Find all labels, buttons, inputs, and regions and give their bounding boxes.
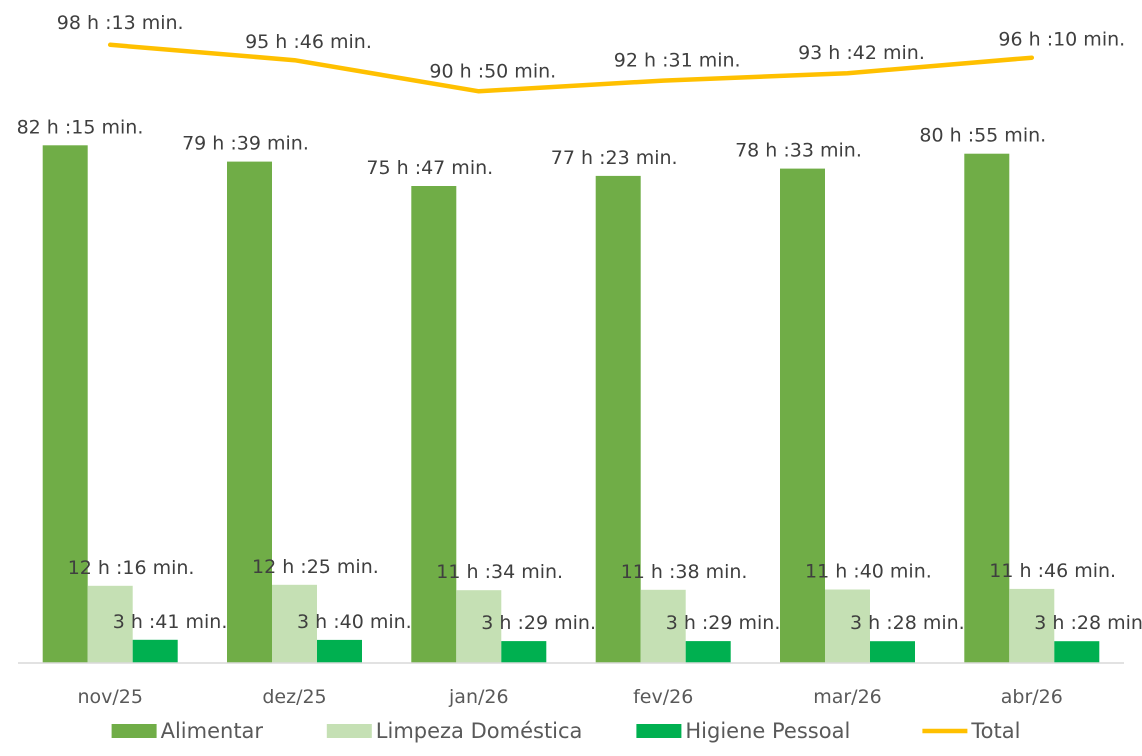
- data-label-total-nov-25: 98 h :13 min.: [57, 12, 184, 34]
- total-line-layer: [107, 42, 1035, 94]
- legend-label-total: Total: [970, 719, 1020, 743]
- x-tick-jan-26: jan/26: [448, 686, 509, 708]
- line-total: [107, 42, 1035, 94]
- data-label-limpeza-domestica-fev-26: 11 h :38 min.: [621, 561, 748, 583]
- data-label-limpeza-domestica-jan-26: 11 h :34 min.: [436, 561, 563, 583]
- bar-alimentar-jan-26: [411, 186, 457, 663]
- bar-higiene-pessoal-dez-25: [317, 639, 362, 663]
- x-tick-fev-26: fev/26: [633, 686, 693, 708]
- bar-limpeza-domestica-abr-26: [1009, 588, 1055, 663]
- data-label-alimentar-nov-25: 82 h :15 min.: [17, 116, 144, 138]
- bar-limpeza-domestica-jan-26: [456, 590, 502, 663]
- bar-alimentar-fev-26: [595, 175, 641, 663]
- data-label-alimentar-jan-26: 75 h :47 min.: [366, 157, 493, 179]
- legend-item-alimentar: Alimentar: [111, 719, 264, 743]
- data-label-higiene-pessoal-dez-25: 3 h :40 min.: [297, 611, 412, 633]
- legend-item-limpeza-domestica: Limpeza Doméstica: [326, 719, 583, 743]
- data-label-limpeza-domestica-mar-26: 11 h :40 min.: [805, 561, 932, 583]
- bar-limpeza-domestica-mar-26: [825, 589, 870, 663]
- data-labels-layer: 82 h :15 min. 79 h :39 min. 75 h :47 min. 7…: [17, 12, 1142, 634]
- bar-higiene-pessoal-mar-26: [870, 641, 915, 663]
- data-label-higiene-pessoal-mar-26: 3 h :28 min.: [850, 612, 965, 634]
- bar-limpeza-domestica-nov-25: [87, 585, 133, 663]
- data-label-higiene-pessoal-jan-26: 3 h :29 min.: [481, 612, 596, 634]
- data-label-total-dez-25: 95 h :46 min.: [245, 31, 372, 53]
- bar-higiene-pessoal-nov-25: [132, 639, 178, 663]
- legend-swatch-alimentar: [111, 724, 157, 738]
- x-tick-labels: nov/25 dez/25 jan/26 fev/26 mar/26 abr/26: [77, 686, 1062, 708]
- x-tick-abr-26: abr/26: [1001, 686, 1063, 708]
- data-label-higiene-pessoal-nov-25: 3 h :41 min.: [113, 611, 228, 633]
- data-label-limpeza-domestica-dez-25: 12 h :25 min.: [252, 556, 379, 578]
- x-tick-mar-26: mar/26: [813, 686, 882, 708]
- legend: Alimentar Limpeza Doméstica Higiene Pessoa…: [111, 719, 1020, 743]
- legend-item-higiene-pessoal: Higiene Pessoal: [636, 719, 850, 743]
- bar-limpeza-domestica-fev-26: [640, 589, 686, 663]
- legend-label-limpeza-domestica: Limpeza Doméstica: [376, 719, 583, 743]
- legend-item-total: Total: [922, 719, 1020, 743]
- legend-swatch-higiene-pessoal: [636, 724, 682, 738]
- bar-higiene-pessoal-jan-26: [501, 641, 547, 663]
- data-label-total-jan-26: 90 h :50 min.: [429, 60, 556, 82]
- data-label-total-fev-26: 92 h :31 min.: [614, 50, 741, 72]
- x-tick-nov-25: nov/25: [77, 686, 143, 708]
- bar-limpeza-domestica-dez-25: [272, 584, 317, 663]
- data-label-alimentar-dez-25: 79 h :39 min.: [182, 133, 309, 155]
- data-label-alimentar-mar-26: 78 h :33 min.: [735, 140, 862, 162]
- bar-alimentar-mar-26: [780, 168, 825, 663]
- legend-swatch-limpeza-domestica: [326, 724, 372, 738]
- data-label-higiene-pessoal-abr-26: 3 h :28 min.: [1034, 612, 1142, 634]
- bar-higiene-pessoal-fev-26: [685, 641, 731, 663]
- bars-layer: [42, 145, 1100, 664]
- legend-label-alimentar: Alimentar: [161, 719, 264, 743]
- legend-label-higiene-pessoal: Higiene Pessoal: [685, 719, 850, 743]
- data-label-total-abr-26: 96 h :10 min.: [998, 29, 1125, 51]
- bar-alimentar-dez-25: [227, 161, 272, 663]
- data-label-limpeza-domestica-abr-26: 11 h :46 min.: [989, 560, 1116, 582]
- bar-alimentar-nov-25: [42, 145, 88, 664]
- x-tick-dez-25: dez/25: [262, 686, 326, 708]
- data-label-alimentar-fev-26: 77 h :23 min.: [551, 147, 678, 169]
- data-label-higiene-pessoal-fev-26: 3 h :29 min.: [666, 612, 781, 634]
- data-label-total-mar-26: 93 h :42 min.: [798, 42, 925, 64]
- data-label-limpeza-domestica-nov-25: 12 h :16 min.: [68, 557, 195, 579]
- bar-higiene-pessoal-abr-26: [1054, 641, 1100, 663]
- bar-alimentar-abr-26: [964, 153, 1010, 663]
- data-label-alimentar-abr-26: 80 h :55 min.: [919, 125, 1046, 147]
